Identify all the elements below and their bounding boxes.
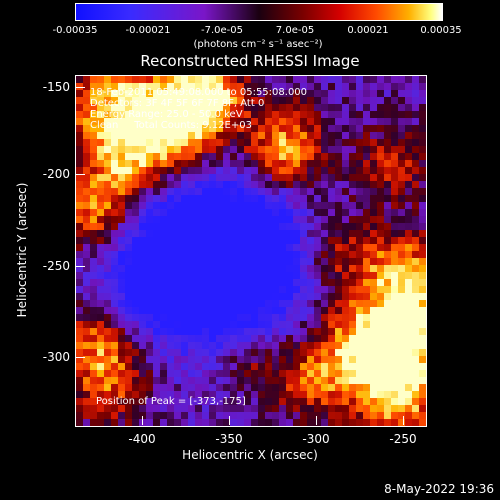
y-tick-mark bbox=[76, 174, 85, 175]
y-tick-mark bbox=[76, 357, 85, 358]
rhessi-intensity-map bbox=[76, 76, 426, 426]
rhessi-image-panel: 18-Feb-2011 05:49:08.000 to 05:55:08.000… bbox=[75, 75, 427, 427]
plot-timestamp: 8-May-2022 19:36 bbox=[384, 482, 494, 496]
colorbar bbox=[75, 3, 443, 21]
x-tick-mark bbox=[142, 416, 143, 425]
x-tick-mark bbox=[316, 416, 317, 425]
y-tick-label: -250 bbox=[42, 259, 70, 273]
y-axis-label: Heliocentric Y (arcsec) bbox=[15, 182, 29, 318]
x-tick-label: -350 bbox=[215, 432, 243, 446]
x-tick-mark bbox=[229, 416, 230, 425]
overlay-peak-position: Position of Peak = [-373,-175] bbox=[96, 396, 246, 407]
x-tick-mark bbox=[403, 416, 404, 425]
colorbar-tick-label: 7.0e-05 bbox=[275, 25, 315, 36]
x-axis-label: Heliocentric X (arcsec) bbox=[182, 448, 318, 462]
colorbar-tick-label: 0.00035 bbox=[420, 25, 462, 36]
y-tick-mark bbox=[76, 266, 85, 267]
y-tick-label: -200 bbox=[42, 167, 70, 181]
y-tick-label: -150 bbox=[42, 80, 70, 94]
colorbar-tick-label: -0.00021 bbox=[125, 25, 171, 36]
x-tick-label: -300 bbox=[302, 432, 330, 446]
x-tick-label: -250 bbox=[389, 432, 417, 446]
overlay-energy-range: Energy Range: 25.0 - 50.0 keV bbox=[90, 109, 243, 120]
x-tick-label: -400 bbox=[128, 432, 156, 446]
colorbar-tick-label: -7.0e-05 bbox=[201, 25, 243, 36]
colorbar-tick-label: 0.00021 bbox=[347, 25, 389, 36]
colorbar-unit-label: (photons cm⁻² s⁻¹ asec⁻²) bbox=[193, 39, 323, 50]
colorbar-tick-label: -0.00035 bbox=[52, 25, 98, 36]
overlay-time-range: 18-Feb-2011 05:49:08.000 to 05:55:08.000 bbox=[90, 87, 308, 98]
y-tick-label: -300 bbox=[42, 350, 70, 364]
plot-title: Reconstructed RHESSI Image bbox=[140, 52, 360, 70]
overlay-detectors: Detectors: 3F 4F 5F 6F 7F 8F, Att 0 bbox=[90, 98, 265, 109]
y-tick-mark bbox=[76, 87, 85, 88]
overlay-counts: Clean Total Counts: 9.12E+03 bbox=[90, 120, 252, 131]
